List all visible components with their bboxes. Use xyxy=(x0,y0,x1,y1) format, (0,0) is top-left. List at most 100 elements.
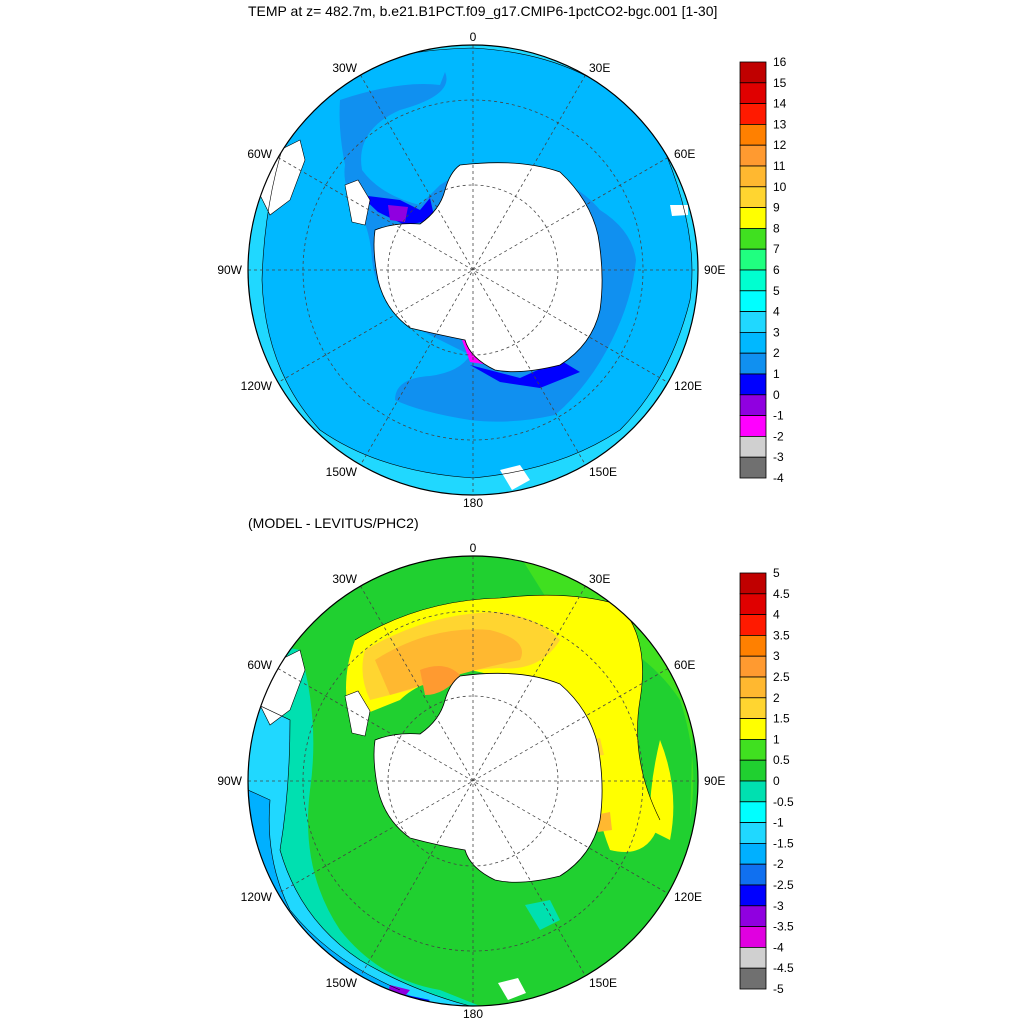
lbl2-90e: 90E xyxy=(704,774,725,788)
lbl2-120w: 120W xyxy=(241,890,273,904)
lbl2-30w: 30W xyxy=(332,572,357,586)
cb2-swatch xyxy=(739,593,767,615)
cb1-swatch xyxy=(739,165,767,188)
cb1-tick-label: 3 xyxy=(773,325,780,339)
contour-neg1 xyxy=(248,699,471,1006)
lbl-150e: 150E xyxy=(589,465,617,479)
cb1-tick-label: -4 xyxy=(773,471,784,485)
cb2-tick-label: 2 xyxy=(773,691,780,705)
cb2-swatch xyxy=(739,967,767,990)
cb1-swatch xyxy=(739,456,767,479)
cb1-tick-label: 1 xyxy=(773,367,780,381)
cb2-tick-label: -3.5 xyxy=(773,920,794,934)
cb2-tick-label: -4 xyxy=(773,940,784,954)
cb2-tick-label: 0 xyxy=(773,774,780,788)
diff-band-2-2.5 xyxy=(375,629,522,695)
cb1-swatch xyxy=(739,186,767,209)
cb2-swatch xyxy=(739,780,767,803)
map2-labels: 0 180 90W 90E 30W 30E 60W 60E 120W 120E … xyxy=(217,541,725,1021)
cb1-tick-label: 14 xyxy=(773,97,787,111)
cb1-swatch xyxy=(739,394,767,416)
cb2-tick-label: 1.5 xyxy=(773,712,790,726)
lbl2-120e: 120E xyxy=(674,890,702,904)
lbl2-150w: 150W xyxy=(326,976,358,990)
cb2-swatch xyxy=(739,614,767,636)
map2-border xyxy=(247,555,699,1007)
cb2-swatch xyxy=(739,759,767,782)
cb1-tick-label: -1 xyxy=(773,409,784,423)
cb2-swatch xyxy=(739,884,767,907)
antarctica-land-2 xyxy=(373,672,603,883)
lbl-90w: 90W xyxy=(217,263,242,277)
cb1-tick-label: 10 xyxy=(773,180,787,194)
cb1-tick-label: 15 xyxy=(773,76,787,90)
graticule2 xyxy=(248,556,698,1006)
cb1-swatch xyxy=(739,144,767,167)
lbl2-60w: 60W xyxy=(247,658,272,672)
cb2-tick-label: 4 xyxy=(773,608,780,622)
cb1-swatch xyxy=(739,82,767,105)
lbl-60w: 60W xyxy=(247,147,272,161)
cb1-swatch xyxy=(739,124,767,146)
cb2-swatch xyxy=(739,655,767,678)
cb1-swatch xyxy=(739,248,767,271)
contour-neg1.5 xyxy=(248,789,401,991)
cb2-swatch xyxy=(739,739,767,761)
cb2-tick-label: -1 xyxy=(773,816,784,830)
lbl-180: 180 xyxy=(463,496,483,510)
cb2-swatch xyxy=(739,718,767,740)
cb1-tick-label: 16 xyxy=(773,55,787,69)
cb2-swatch xyxy=(739,926,767,948)
cb2-swatch xyxy=(739,676,767,699)
cb2-swatch xyxy=(739,863,767,886)
graticule1 xyxy=(248,45,698,495)
antarctic-peninsula-2 xyxy=(344,690,371,737)
lbl2-60e: 60E xyxy=(674,658,695,672)
map-panel1: 0 180 90W 90E 30W 30E 60W 60E 120W 120E … xyxy=(217,30,725,510)
cb2-tick-label: -3 xyxy=(773,899,784,913)
contour-3 xyxy=(261,47,693,479)
cb2-tick-label: 3.5 xyxy=(773,628,790,642)
temp-patch-neg xyxy=(388,205,408,222)
map1-border xyxy=(247,44,699,496)
lbl-30e: 30E xyxy=(589,61,610,75)
diff-band-2.5-3 xyxy=(420,666,460,695)
cb1-tick-label: 11 xyxy=(773,159,786,173)
diff-band-1-1.5-east xyxy=(649,740,674,840)
cb1-tick-label: 2 xyxy=(773,346,780,360)
cb2-tick-label: -2.5 xyxy=(773,878,794,892)
antarctic-peninsula xyxy=(344,179,371,226)
lbl-120e: 120E xyxy=(674,379,702,393)
cb2-swatch xyxy=(739,843,767,865)
colorbar-panel2: 5 4.5 4 3.5 3 2.5 2 1.5 1 0.5 0 -0.5 -1 -1.5 -2 -2.5 -3 -… xyxy=(739,566,794,996)
cb1-swatch xyxy=(739,331,767,354)
lbl-60e: 60E xyxy=(674,147,695,161)
panel1-title: TEMP at z= 482.7m, b.e21.B1PCT.f09_g17.C… xyxy=(248,3,718,19)
cb1-swatch xyxy=(739,373,767,396)
cb2-tick-label: -5 xyxy=(773,982,784,996)
diff-patch-south xyxy=(525,900,560,930)
cb2-tick-label: 5 xyxy=(773,566,780,580)
cb2-swatch xyxy=(739,697,767,719)
cb1-swatch xyxy=(739,227,767,250)
antarctica-land xyxy=(373,162,603,373)
cb2-tick-label: 0.5 xyxy=(773,753,790,767)
cb2-tick-label: 2.5 xyxy=(773,670,790,684)
cb1-tick-label: 4 xyxy=(773,305,780,319)
lbl-30w: 30W xyxy=(332,61,357,75)
cb1-tick-label: -3 xyxy=(773,450,784,464)
cb2-swatch xyxy=(739,572,767,595)
lbl2-0: 0 xyxy=(470,541,477,555)
cb1-swatch xyxy=(739,290,767,312)
new-zealand-land xyxy=(500,465,530,490)
cb1-swatch xyxy=(739,269,767,292)
map-panel2: 0 180 90W 90E 30W 30E 60W 60E 120W 120E … xyxy=(217,541,725,1021)
cb1-tick-label: 13 xyxy=(773,117,787,131)
cb1-tick-label: 5 xyxy=(773,284,780,298)
cb2-swatch xyxy=(739,947,767,969)
lbl2-150e: 150E xyxy=(589,976,617,990)
lbl-120w: 120W xyxy=(241,379,273,393)
cb2-tick-label: 4.5 xyxy=(773,587,790,601)
